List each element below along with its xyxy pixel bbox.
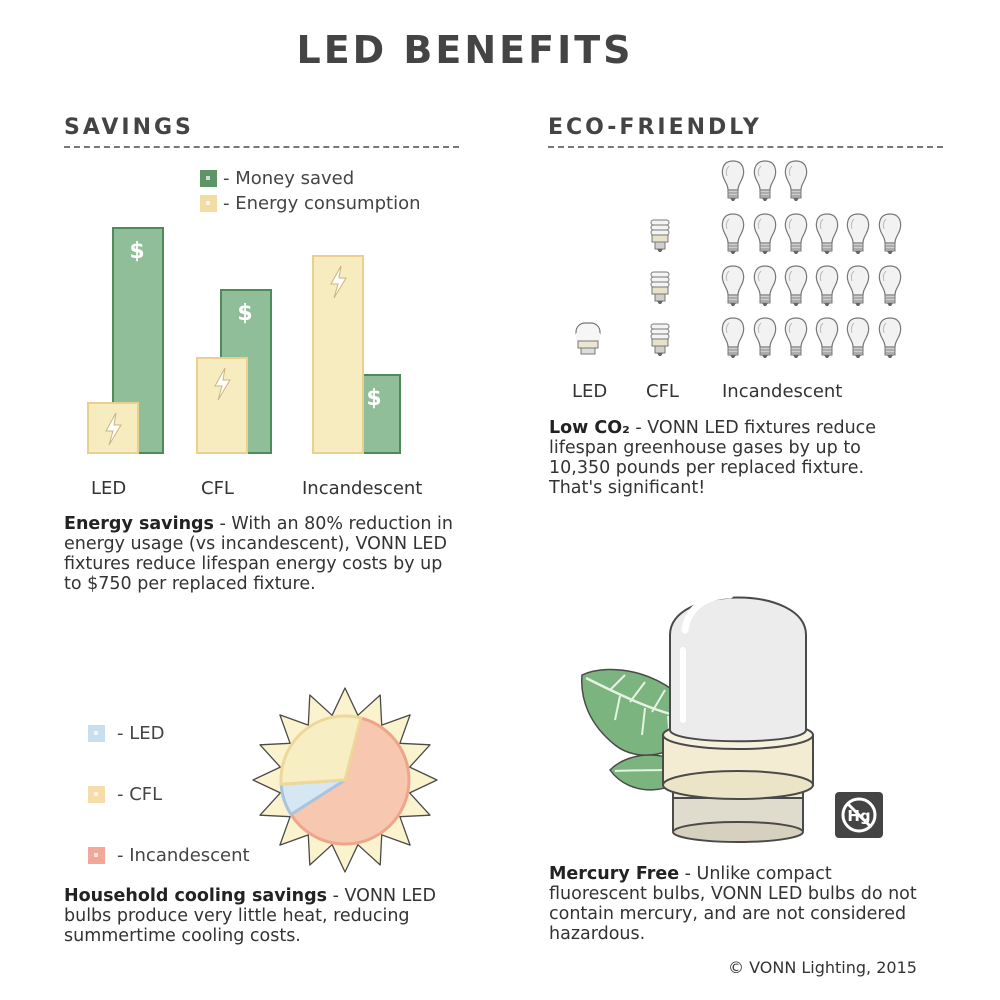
bar-label-incandescent: Incandescent <box>302 478 423 499</box>
legend-energy-label: - Energy consumption <box>223 193 421 214</box>
incandescent-bulb-icon <box>878 317 902 359</box>
energy-savings-text: - With an 80% reduction in energy usage … <box>64 514 453 594</box>
bar-label-cfl: CFL <box>201 478 234 499</box>
savings-divider <box>64 146 459 148</box>
pie-legend-incandescent-label: - Incandescent <box>117 845 250 866</box>
energy-bar-cfl <box>196 357 248 454</box>
pie-legend-led-label: - LED <box>117 723 165 744</box>
incandescent-bulb-icon <box>753 213 777 255</box>
cfl-bulbs-icon <box>650 219 670 357</box>
pie-legend-incandescent-swatch <box>88 847 105 864</box>
led-bulb-icon <box>575 322 601 355</box>
cooling-paragraph: Household cooling savings - VONN LED bul… <box>64 886 464 946</box>
cooling-text: - VONN LED bulbs produce very little hea… <box>64 886 436 946</box>
bulb-label-led: LED <box>572 381 608 402</box>
mercury-free-text: - Unlike compact fluorescent bulbs, VONN… <box>549 864 917 944</box>
dollar-icon: $ <box>366 386 381 411</box>
energy-savings-title: Energy savings <box>64 514 214 534</box>
low-co2-title: Low CO₂ <box>549 418 630 438</box>
pie-slice-cfl <box>279 714 363 786</box>
mercury-badge-label: Hg <box>847 807 870 825</box>
pie-legend-cfl-swatch <box>88 786 105 803</box>
incandescent-bulb-icon <box>846 213 870 255</box>
sun-pie-chart <box>252 687 438 873</box>
incandescent-bulb-icon <box>721 160 745 202</box>
eco-heading: ECO-FRIENDLY <box>548 115 762 140</box>
incandescent-bulb-icon <box>721 265 745 307</box>
legend-money-swatch <box>200 170 217 187</box>
savings-bar-chart: $ $ $ <box>87 227 401 454</box>
incandescent-bulb-icon <box>815 317 839 359</box>
incandescent-bulb-icon <box>846 317 870 359</box>
dollar-icon: $ <box>129 239 144 264</box>
incandescent-bulb-icon <box>784 160 808 202</box>
low-co2-paragraph: Low CO₂ - VONN LED fixtures reduce lifes… <box>549 418 919 498</box>
incandescent-bulb-icon <box>846 265 870 307</box>
bulb-label-cfl: CFL <box>646 381 679 402</box>
cooling-title: Household cooling savings <box>64 886 328 906</box>
eco-divider <box>548 146 943 148</box>
bulb-comparison-graphic <box>575 160 902 359</box>
mercury-free-badge: Hg <box>835 792 883 838</box>
incandescent-bulb-icon <box>753 265 777 307</box>
pie-legend-led-swatch <box>88 725 105 742</box>
bar-label-led: LED <box>91 478 127 499</box>
incandescent-bulb-icon <box>878 265 902 307</box>
legend-energy-swatch <box>200 195 217 212</box>
pie-legend-cfl: - CFL <box>88 784 162 805</box>
lightning-icon <box>330 265 347 299</box>
incandescent-bulbs-icon <box>721 160 902 359</box>
energy-savings-paragraph: Energy savings - With an 80% reduction i… <box>64 514 454 594</box>
mercury-free-title: Mercury Free <box>549 864 680 884</box>
incandescent-bulb-icon <box>753 160 777 202</box>
incandescent-bulb-icon <box>815 213 839 255</box>
page-title: LED BENEFITS <box>296 28 634 72</box>
low-co2-text: - VONN LED fixtures reduce lifespan gree… <box>549 418 877 498</box>
pie-legend-led: - LED <box>88 723 164 744</box>
lightning-icon <box>105 412 122 446</box>
large-led-bulb-icon <box>662 591 814 843</box>
pie-legend-incandescent: - Incandescent <box>88 845 250 866</box>
pie-legend-cfl-label: - CFL <box>117 784 163 805</box>
bulb-label-incandescent: Incandescent <box>722 381 843 402</box>
dollar-icon: $ <box>237 301 252 326</box>
legend-energy-consumption: - Energy consumption <box>200 193 421 214</box>
pie-slice-incandescent <box>288 716 411 846</box>
footer-copyright: © VONN Lighting, 2015 <box>728 958 917 977</box>
incandescent-bulb-icon <box>784 317 808 359</box>
incandescent-bulb-icon <box>784 213 808 255</box>
incandescent-bulb-icon <box>878 213 902 255</box>
incandescent-bulb-icon <box>721 317 745 359</box>
legend-money-label: - Money saved <box>223 168 355 189</box>
legend-money-saved: - Money saved <box>200 168 354 189</box>
mercury-free-paragraph: Mercury Free - Unlike compact fluorescen… <box>549 864 919 944</box>
incandescent-bulb-icon <box>815 265 839 307</box>
incandescent-bulb-icon <box>721 213 745 255</box>
incandescent-bulb-icon <box>784 265 808 307</box>
savings-heading: SAVINGS <box>64 115 194 140</box>
incandescent-bulb-icon <box>753 317 777 359</box>
led-bulb-leaf-illustration: Hg <box>581 591 883 843</box>
lightning-icon <box>214 367 231 401</box>
